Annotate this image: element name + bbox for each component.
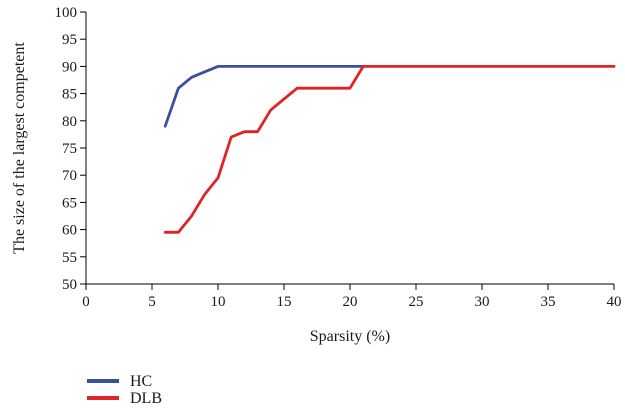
y-tick-label: 100 <box>55 5 78 21</box>
y-tick-label: 80 <box>62 114 77 130</box>
x-tick-label: 35 <box>541 294 556 310</box>
y-tick-label: 50 <box>62 277 77 293</box>
x-tick-label: 30 <box>475 294 490 310</box>
legend-label-dlb: DLB <box>130 390 162 407</box>
series-line-hc <box>163 65 365 128</box>
series-lines <box>163 65 616 234</box>
x-tick-label: 25 <box>409 294 424 310</box>
y-tick-label: 70 <box>62 168 77 184</box>
x-tick-label: 10 <box>211 294 226 310</box>
legend-label-hc: HC <box>130 373 152 390</box>
y-tick-label: 95 <box>62 32 77 48</box>
x-axis-title: Sparsity (%) <box>310 328 390 345</box>
axes: 50 55 60 65 70 75 80 85 90 95 100 0 5 10 15 20 25 30 35 40 <box>55 5 622 310</box>
series-line-dlb <box>163 65 616 234</box>
y-tick-label: 85 <box>62 87 77 103</box>
x-tick-label: 40 <box>607 294 622 310</box>
x-tick-label: 20 <box>343 294 358 310</box>
x-tick-label: 5 <box>148 294 156 310</box>
y-tick-label: 90 <box>62 59 77 75</box>
x-tick-label: 15 <box>277 294 292 310</box>
y-tick-label: 75 <box>62 141 77 157</box>
x-tick-label: 0 <box>82 294 90 310</box>
y-tick-label: 55 <box>62 250 77 266</box>
y-tick-label: 65 <box>62 195 77 211</box>
y-axis-title: The size of the largest competent <box>11 42 28 254</box>
y-tick-label: 60 <box>62 223 77 239</box>
